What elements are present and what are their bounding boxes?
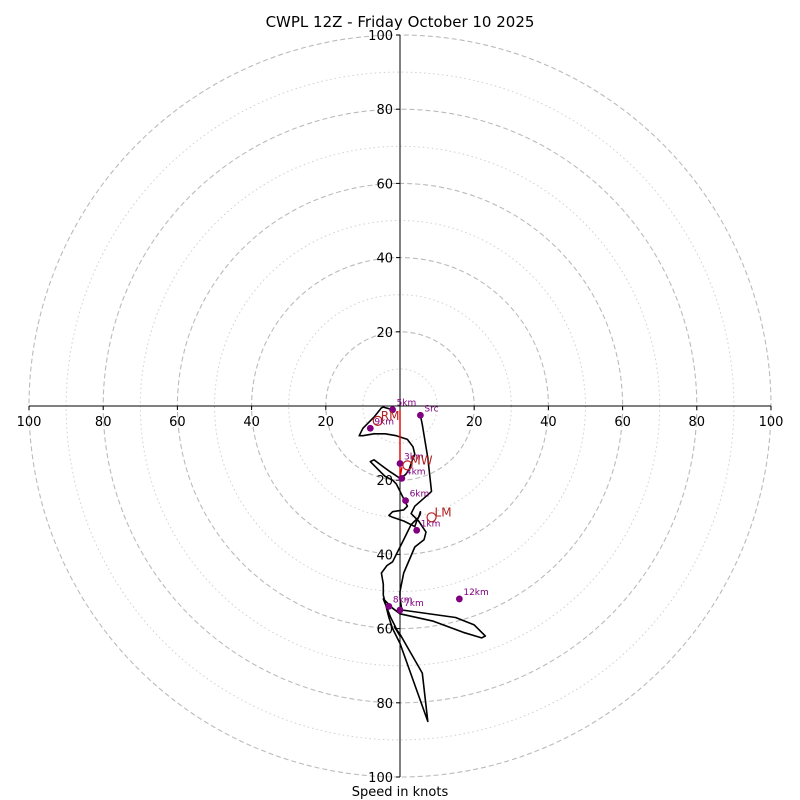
level-label: 1km (421, 519, 441, 529)
level-label: 7km (404, 599, 424, 609)
y-tick-label: 80 (376, 103, 393, 118)
x-tick-label: 20 (466, 415, 483, 430)
level-point (366, 424, 374, 432)
y-tick-label: 100 (368, 29, 393, 44)
level-label: 6km (410, 490, 430, 500)
level-label: 12km (463, 588, 488, 598)
x-tick-label: 40 (540, 415, 557, 430)
chart-title: CWPL 12Z - Friday October 10 2025 (266, 13, 535, 31)
storm-motion-label: RM (381, 409, 400, 423)
storm-motion-point (426, 512, 437, 523)
level-point (389, 406, 396, 414)
storm-motion-label: MW (410, 453, 432, 467)
x-tick-label: 100 (17, 415, 42, 430)
y-tick-label: 100 (368, 771, 393, 786)
level-point (413, 526, 421, 534)
level-label: Src (424, 404, 438, 414)
x-tick-label: 20 (318, 415, 335, 430)
storm-motion-markers: RM MW LM (372, 409, 452, 523)
x-tick-label: 80 (689, 415, 706, 430)
level-label: 5km (397, 399, 417, 409)
x-tick-label: 60 (614, 415, 631, 430)
x-tick-label: 40 (243, 415, 260, 430)
storm-motion-line (399, 409, 403, 479)
y-tick-label: 40 (376, 252, 393, 267)
x-axis-label: Speed in knots (352, 785, 449, 800)
level-point (417, 411, 424, 419)
tick-labels: 100 80 60 40 20 20 40 60 80 100204060801002040608… (17, 29, 784, 786)
level-label: 9km (374, 417, 394, 427)
y-tick-label: 80 (376, 697, 393, 712)
level-label: 4km (406, 467, 426, 477)
storm-motion-point (402, 460, 413, 471)
y-tick-label: 40 (376, 548, 393, 563)
y-tick-label: 60 (376, 623, 393, 638)
x-tick-label: 100 (759, 415, 784, 430)
level-label: 3km (404, 453, 424, 463)
storm-motion-point (372, 415, 383, 426)
x-tick-label: 80 (95, 415, 112, 430)
y-tick-label: 60 (376, 177, 393, 192)
level-point (398, 474, 406, 482)
level-point (455, 595, 463, 603)
axes (29, 35, 771, 777)
storm-motion-label: LM (435, 505, 452, 519)
level-point (396, 460, 404, 467)
level-point (385, 602, 393, 610)
x-tick-label: 60 (169, 415, 186, 430)
level-point (396, 606, 404, 614)
y-tick-label: 20 (376, 326, 393, 341)
level-point (402, 497, 409, 505)
level-label: 8km (393, 595, 413, 605)
